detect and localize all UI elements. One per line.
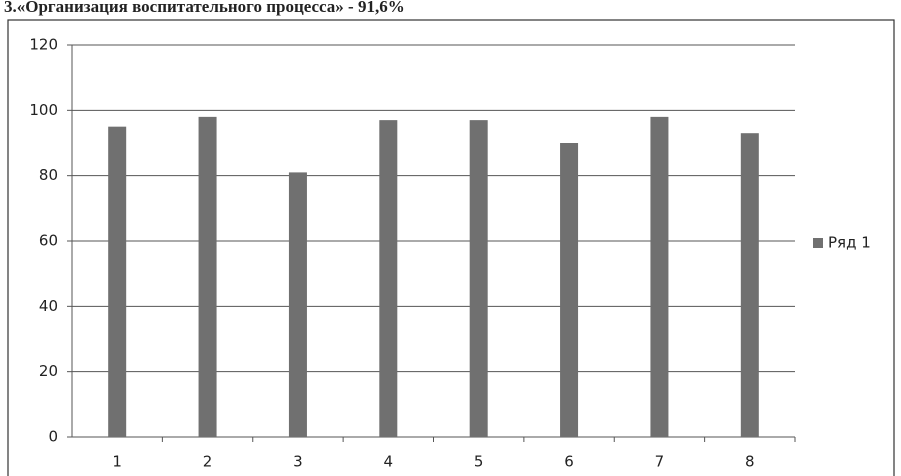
- bar: [560, 143, 579, 437]
- x-tick-label: 8: [745, 453, 755, 471]
- chart-title: 3.«Организация воспитательного процесса»…: [4, 0, 405, 16]
- chart-frame: [7, 19, 895, 476]
- y-tick-label: 0: [48, 428, 58, 446]
- y-tick-label: 100: [29, 101, 58, 119]
- bar: [288, 172, 307, 437]
- x-tick-label: 6: [564, 453, 574, 471]
- x-tick-label: 7: [655, 453, 665, 471]
- x-tick-label: 2: [203, 453, 213, 471]
- legend-swatch: [813, 238, 823, 248]
- x-tick-label: 5: [474, 453, 484, 471]
- y-tick-label: 40: [39, 297, 58, 315]
- legend-label: Ряд 1: [828, 234, 871, 252]
- bar: [740, 133, 759, 437]
- y-tick-label: 60: [39, 232, 58, 250]
- x-tick-label: 4: [384, 453, 394, 471]
- bar: [379, 120, 398, 437]
- y-tick-label: 20: [39, 362, 58, 380]
- bar: [469, 120, 488, 437]
- bar: [198, 116, 217, 437]
- x-tick-label: 1: [112, 453, 122, 471]
- y-tick-label: 80: [39, 166, 58, 184]
- bar: [650, 116, 669, 437]
- bar: [108, 126, 127, 438]
- x-tick-label: 3: [293, 453, 303, 471]
- y-tick-label: 120: [29, 36, 58, 54]
